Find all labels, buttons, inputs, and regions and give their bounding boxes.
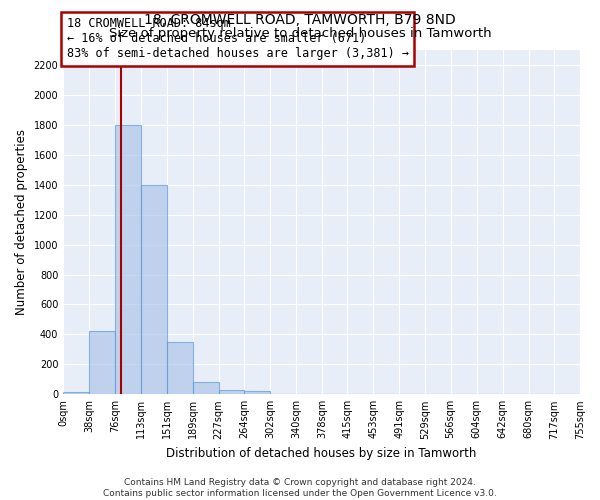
- Text: 18 CROMWELL ROAD: 84sqm
← 16% of detached houses are smaller (671)
83% of semi-d: 18 CROMWELL ROAD: 84sqm ← 16% of detache…: [67, 18, 409, 60]
- Text: Size of property relative to detached houses in Tamworth: Size of property relative to detached ho…: [109, 28, 491, 40]
- Bar: [89, 332, 115, 394]
- Text: Contains HM Land Registry data © Crown copyright and database right 2024.
Contai: Contains HM Land Registry data © Crown c…: [103, 478, 497, 498]
- Bar: [167, 342, 193, 394]
- Bar: [218, 390, 244, 394]
- Bar: [193, 382, 218, 394]
- Bar: [115, 125, 140, 394]
- Text: 18, CROMWELL ROAD, TAMWORTH, B79 8ND: 18, CROMWELL ROAD, TAMWORTH, B79 8ND: [144, 12, 456, 26]
- Bar: [140, 184, 167, 394]
- Bar: [244, 392, 270, 394]
- Y-axis label: Number of detached properties: Number of detached properties: [15, 129, 28, 315]
- Bar: [63, 392, 89, 394]
- X-axis label: Distribution of detached houses by size in Tamworth: Distribution of detached houses by size …: [166, 447, 477, 460]
